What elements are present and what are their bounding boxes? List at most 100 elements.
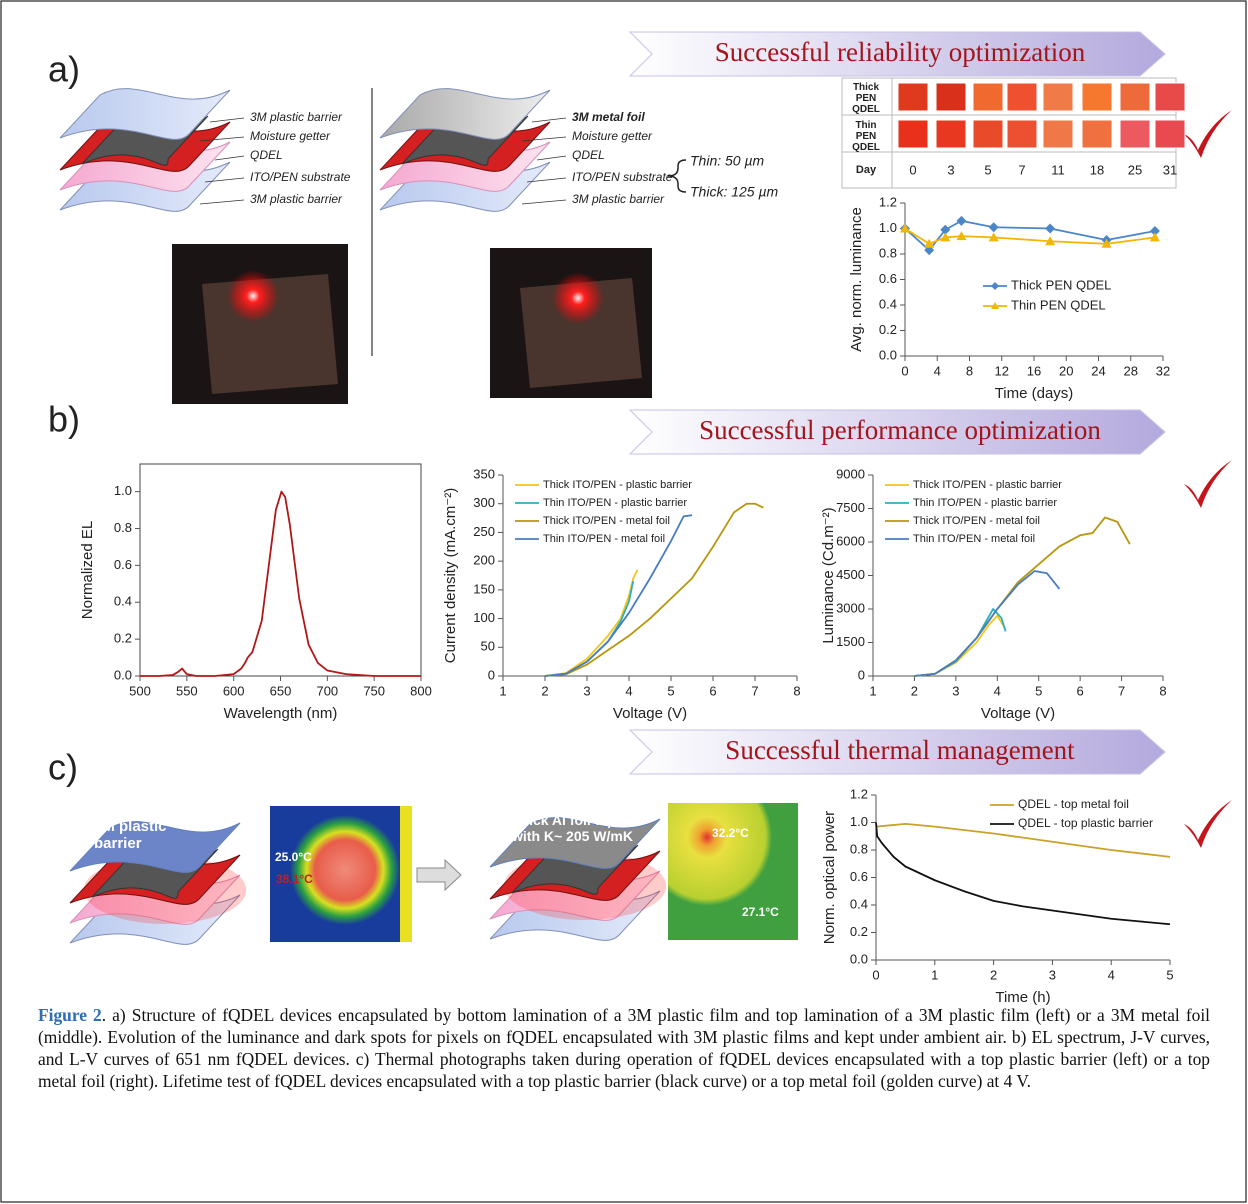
- day: 25: [1128, 162, 1142, 177]
- x-tick-label: 1: [931, 967, 938, 982]
- leader: [522, 200, 566, 204]
- data-point: [1150, 232, 1160, 241]
- day-label: Day: [856, 164, 877, 176]
- temperature: 25.0°C: [275, 850, 312, 864]
- layer-label: 3M metal foil: [572, 110, 645, 124]
- pixel-photo: [898, 83, 928, 111]
- panel-label: a): [48, 49, 80, 90]
- pixel-photo: [973, 120, 1003, 148]
- pixel-photo: [1082, 120, 1112, 148]
- x-axis-label: Voltage (V): [613, 705, 687, 722]
- layer-label: 3M plastic barrier: [94, 818, 204, 852]
- x-tick-label: 0: [901, 363, 908, 378]
- y-tick-label: 0.2: [879, 322, 897, 337]
- legend-label: Thick ITO/PEN - metal foil: [913, 515, 1040, 527]
- glow: [552, 272, 604, 324]
- thickness: Thin: 50 µm: [690, 153, 765, 169]
- y-tick-label: 4500: [836, 567, 865, 582]
- y-tick-label: 0.0: [114, 667, 132, 682]
- x-tick-label: 2: [911, 683, 918, 698]
- legend-marker: [991, 282, 999, 290]
- caption-text: . a) Structure of fQDEL devices encapsul…: [38, 1005, 1210, 1091]
- layer-label: QDEL: [250, 148, 283, 162]
- row-label: Thick PEN QDEL: [844, 82, 888, 115]
- x-tick-label: 5: [1166, 967, 1173, 982]
- x-tick-label: 600: [223, 683, 245, 698]
- x-tick-label: 6: [1077, 683, 1084, 698]
- x-axis-label: Wavelength (nm): [224, 705, 338, 722]
- data-line: [905, 221, 1155, 250]
- y-tick-label: 300: [473, 495, 495, 510]
- row-label: Thin PEN QDEL: [844, 120, 888, 153]
- legend-label: Thick ITO/PEN - plastic barrier: [913, 479, 1062, 491]
- y-axis-label: Normalized EL: [79, 521, 96, 619]
- x-tick-label: 550: [176, 683, 198, 698]
- data-line: [545, 570, 637, 676]
- x-axis-label: Time (days): [995, 385, 1074, 402]
- x-tick-label: 28: [1124, 363, 1138, 378]
- layer-label: 3M plastic barrier: [572, 192, 665, 206]
- y-tick-label: 350: [473, 466, 495, 481]
- caption: Figure 2. a) Structure of fQDEL devices …: [38, 1004, 1210, 1092]
- y-tick-label: 250: [473, 524, 495, 539]
- y-tick-label: 3000: [836, 600, 865, 615]
- y-tick-label: 0.8: [879, 245, 897, 260]
- day: 7: [1018, 162, 1025, 177]
- x-tick-label: 8: [793, 683, 800, 698]
- x-tick-label: 3: [952, 683, 959, 698]
- y-tick-label: 0.4: [850, 896, 868, 911]
- layer-label: QDEL: [572, 148, 605, 162]
- x-tick-label: 24: [1091, 363, 1105, 378]
- y-tick-label: 7500: [836, 500, 865, 515]
- pixel-photo: [1007, 83, 1037, 111]
- layer-label: 3M plastic barrier: [250, 110, 343, 124]
- x-tick-label: 2: [541, 683, 548, 698]
- y-tick-label: 0.8: [114, 520, 132, 535]
- pixel-photo: [1155, 120, 1185, 148]
- day: 31: [1163, 162, 1177, 177]
- y-tick-label: 1.0: [879, 220, 897, 235]
- leader: [210, 118, 244, 122]
- pixel-photo: [1120, 83, 1150, 111]
- x-tick-label: 6: [709, 683, 716, 698]
- x-tick-label: 5: [1035, 683, 1042, 698]
- pixel-photo: [1082, 83, 1112, 111]
- y-tick-label: 0.6: [879, 271, 897, 286]
- data-line: [914, 609, 1005, 676]
- leader: [532, 118, 566, 122]
- hot-spot: [290, 815, 400, 925]
- y-tick-label: 200: [473, 553, 495, 568]
- y-tick-label: 0: [488, 667, 495, 682]
- x-tick-label: 20: [1059, 363, 1073, 378]
- x-tick-label: 3: [1049, 967, 1056, 982]
- leader: [215, 156, 244, 160]
- x-tick-label: 750: [363, 683, 385, 698]
- x-tick-label: 12: [995, 363, 1009, 378]
- y-axis-label: Current density (mA.cm⁻²): [442, 488, 459, 663]
- x-tick-label: 7: [1118, 683, 1125, 698]
- pixel-photo: [936, 120, 966, 148]
- x-tick-label: 4: [1108, 967, 1115, 982]
- x-tick-label: 700: [316, 683, 338, 698]
- legend-label: Thin ITO/PEN - metal foil: [543, 533, 665, 545]
- caption-label: Figure 2: [38, 1005, 102, 1025]
- x-tick-label: 4: [994, 683, 1001, 698]
- data-line: [140, 492, 421, 676]
- x-tick-label: 7: [751, 683, 758, 698]
- x-tick-label: 1: [869, 683, 876, 698]
- y-tick-label: 0: [858, 667, 865, 682]
- x-tick-label: 4: [625, 683, 632, 698]
- x-tick-label: 8: [966, 363, 973, 378]
- y-tick-label: 1.2: [879, 194, 897, 209]
- data-line: [914, 571, 1059, 676]
- panel-label: c): [48, 747, 78, 788]
- layer-label: Moisture getter: [250, 129, 331, 143]
- brace: [668, 160, 686, 192]
- pixel-photo: [898, 120, 928, 148]
- checkmark: [1184, 460, 1232, 508]
- x-tick-label: 2: [990, 967, 997, 982]
- arrow: [417, 860, 461, 890]
- banner-text: Successful performance optimization: [699, 415, 1101, 445]
- x-tick-label: 500: [129, 683, 151, 698]
- data-point: [989, 222, 999, 232]
